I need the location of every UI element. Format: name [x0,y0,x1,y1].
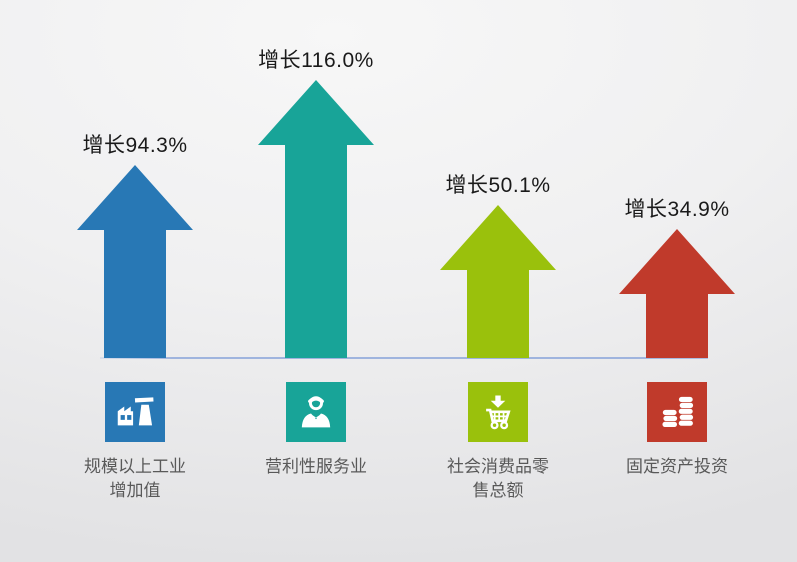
growth-value-label: 增长34.9% [624,198,730,221]
axis-baseline [100,357,708,359]
growth-arrow [77,165,193,358]
category-label: 营利性服务业 [265,457,367,476]
growth-value-label: 增长94.3% [82,134,188,157]
growth-arrow [619,229,735,358]
category-label: 规模以上工业增加值 [84,457,186,500]
category-label: 社会消费品零售总额 [447,457,549,500]
businessman-icon [286,382,346,442]
growth-value-label: 增长116.0% [258,49,374,72]
growth-arrow [440,205,556,358]
shopping-cart-icon [468,382,528,442]
growth-arrow [258,80,374,358]
growth-value-label: 增长50.1% [445,174,551,197]
factory-icon [105,382,165,442]
category-label: 固定资产投资 [626,457,728,476]
coins-icon [647,382,707,442]
